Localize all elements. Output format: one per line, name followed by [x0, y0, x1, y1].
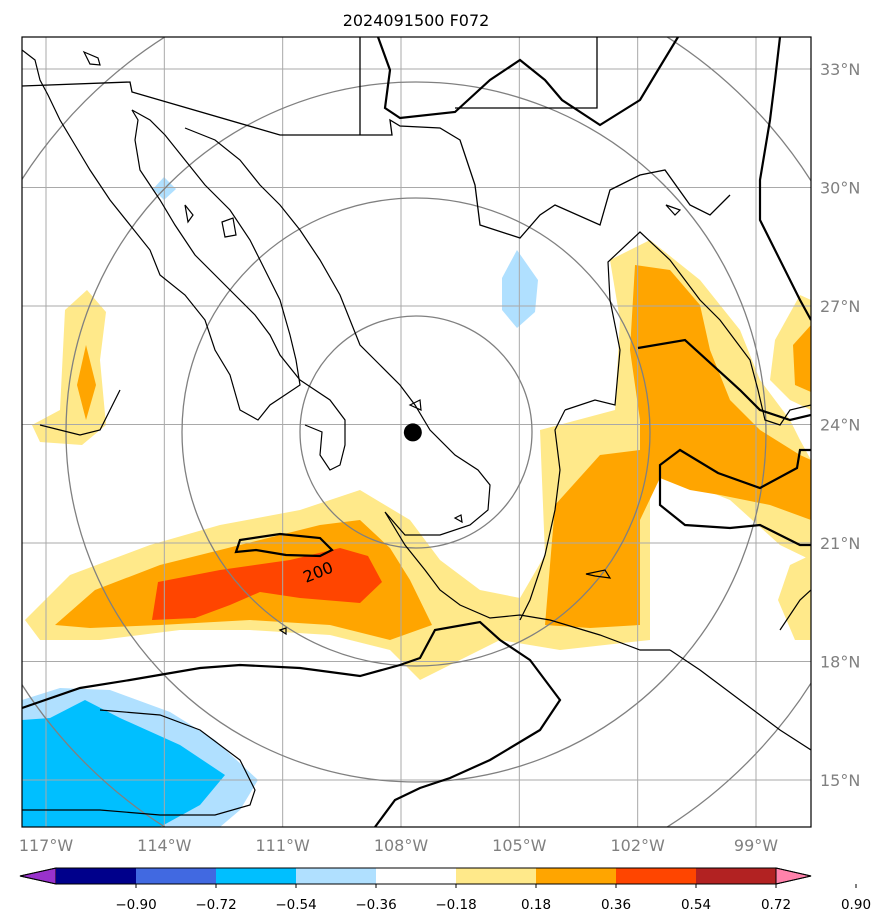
lat-tick-label: 30°N — [820, 179, 860, 198]
figure-title: 2024091500 F072 — [343, 11, 490, 30]
colorbar-segment — [296, 868, 377, 884]
fill-positive-light — [778, 555, 811, 640]
colorbar-tick-label: −0.54 — [275, 897, 316, 913]
lon-tick-label: 102°W — [610, 836, 665, 855]
colorbar-tick-label: 0.90 — [841, 897, 871, 913]
fill-positive-light — [32, 290, 106, 445]
colorbar — [20, 868, 811, 884]
colorbar-tick-labels: −0.90 −0.72 −0.54 −0.36 −0.18 0.18 0.36 0.54 0.7… — [115, 884, 871, 913]
colorbar-extend-high — [776, 868, 811, 884]
island — [185, 205, 193, 222]
colorbar-tick-label: −0.90 — [115, 897, 156, 913]
map-area: 200 — [0, 0, 881, 900]
lat-tick-label: 18°N — [820, 653, 860, 672]
lat-tick-label: 33°N — [820, 60, 860, 79]
political-borders — [22, 37, 730, 238]
lon-tick-label: 111°W — [255, 836, 310, 855]
lon-tick-label: 114°W — [137, 836, 192, 855]
colorbar-segment — [56, 868, 137, 884]
island — [84, 52, 100, 65]
lon-tick-label: 99°W — [734, 836, 778, 855]
colorbar-segment — [616, 868, 697, 884]
colorbar-tick-label: 0.72 — [761, 897, 791, 913]
colorbar-segment — [136, 868, 217, 884]
lat-tick-label: 24°N — [820, 416, 860, 435]
colorbar-segment — [456, 868, 537, 884]
island — [222, 218, 236, 237]
colorbar-tick-label: −0.72 — [195, 897, 236, 913]
coastline-southeast — [670, 650, 811, 750]
contour-line — [760, 37, 811, 320]
fill-negative-spot — [502, 250, 538, 328]
border-us-mexico — [22, 82, 730, 238]
lon-tick-label: 117°W — [19, 836, 74, 855]
lat-tick-label: 15°N — [820, 771, 860, 790]
contour-line — [378, 37, 678, 125]
lat-tick-label: 21°N — [820, 534, 860, 553]
filled-contours — [22, 177, 811, 827]
colorbar-segment — [376, 868, 457, 884]
colorbar-extend-low — [20, 868, 56, 884]
island — [455, 515, 462, 522]
colorbar-segment — [536, 868, 617, 884]
island — [666, 205, 680, 215]
colorbar-segment — [696, 868, 777, 884]
longitude-tick-labels: 117°W 114°W 111°W 108°W 105°W 102°W 99°W — [19, 836, 778, 855]
colorbar-tick-label: 0.36 — [601, 897, 631, 913]
colorbar-tick-label: 0.18 — [521, 897, 551, 913]
latitude-tick-labels: 15°N 18°N 21°N 24°N 27°N 30°N 33°N — [820, 60, 860, 790]
lat-tick-label: 27°N — [820, 297, 860, 316]
lon-tick-label: 108°W — [374, 836, 429, 855]
lon-tick-label: 105°W — [492, 836, 547, 855]
border-state-line — [455, 37, 597, 108]
colorbar-tick-label: −0.36 — [355, 897, 396, 913]
colorbar-tick-label: −0.18 — [435, 897, 476, 913]
colorbar-segment — [216, 868, 297, 884]
colorbar-tick-label: 0.54 — [681, 897, 711, 913]
storm-center-marker — [404, 423, 422, 441]
